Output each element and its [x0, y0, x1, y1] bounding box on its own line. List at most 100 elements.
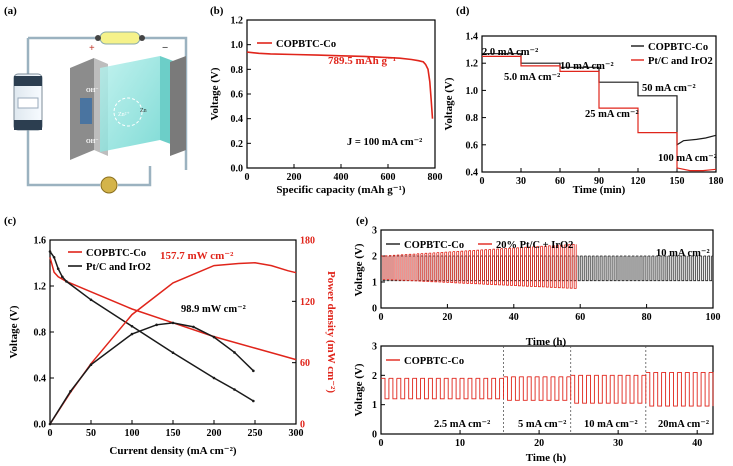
- y-tick-label-et-0: 0: [372, 304, 377, 315]
- series-point-c-3-7: [212, 335, 216, 339]
- series-point-c-1-9: [233, 388, 236, 391]
- y-axis-label-e-top: Voltage (V): [353, 243, 365, 296]
- y-tick-label-b-6: 1.2: [231, 16, 244, 27]
- x-tick-label-b-2: 400: [334, 172, 349, 183]
- series-line-eb-copbtc: [381, 371, 714, 407]
- y2-axis-label-c: Power density (mW cm⁻²): [325, 271, 337, 393]
- legend-label-eb-0: COPBTC-Co: [404, 356, 464, 367]
- y-tick-label-d-4: 1.2: [466, 59, 479, 70]
- battery-schematic: + − OH⁻ OH⁻ Zn²⁺ Zn: [13, 31, 188, 194]
- y-tick-label-et-1: 1: [372, 278, 377, 289]
- x-tick-label-c-0: 0: [48, 428, 53, 439]
- series-line-d-copbtc: [482, 53, 717, 146]
- y-tick-label-eb-3: 3: [372, 342, 377, 353]
- legend-label-b: COPBTC-Co: [276, 39, 336, 50]
- series-point-c-3-3: [130, 332, 134, 336]
- y-tick-label-b-5: 1.0: [231, 40, 244, 51]
- y-tick-label-c-4: 1.6: [34, 236, 47, 247]
- panel-label-a: (a): [4, 5, 17, 17]
- y-tick-label-eb-1: 1: [372, 400, 377, 411]
- legend-label-c-0: COPBTC-Co: [86, 248, 146, 259]
- annotation-peak-ptc: 98.9 mW cm⁻²: [181, 304, 246, 315]
- x-tick-label-c-4: 200: [207, 428, 222, 439]
- step-label-5: 100 mA cm⁻²: [658, 153, 717, 164]
- series-point-c-1-10: [252, 399, 255, 403]
- series-point-c-1-8: [212, 376, 216, 380]
- x-tick-label-eb-2: 20: [534, 438, 544, 449]
- x-tick-label-d-4: 120: [631, 176, 646, 187]
- pump: [100, 176, 118, 194]
- series-point-c-3-8: [233, 351, 236, 354]
- oh-label-2: OH⁻: [86, 139, 99, 145]
- chart-panel-e-top: 0 20 40 60 80 100 0 1 2 3 COPBTC-Co 20% Pt/C + Ir…: [353, 226, 721, 349]
- plus-sign: +: [89, 43, 95, 54]
- legend-label-d-0: COPBTC-Co: [648, 42, 708, 53]
- x-tick-label-c-5: 250: [248, 428, 263, 439]
- x-axis-label-e-bottom: Time (h): [526, 452, 567, 464]
- electrolyte-cell: [100, 56, 160, 152]
- zn2-label: Zn²⁺: [118, 112, 130, 118]
- y-tick-label-b-0: 0.0: [231, 164, 244, 175]
- series-line-c-3: [49, 322, 254, 425]
- y-axis-label-c: Voltage (V): [8, 305, 20, 358]
- annotation-current: J = 100 mA cm⁻²: [347, 137, 422, 148]
- series-point-c-1-0: [48, 250, 52, 253]
- legend-text-b: COPBTC-Co: [276, 39, 336, 50]
- y-tick-label-eb-2: 2: [372, 371, 377, 382]
- y-tick-label-c-3: 1.2: [34, 282, 47, 293]
- x-tick-label-eb-0: 0: [379, 438, 384, 449]
- series-line-et-ptc: [381, 244, 577, 289]
- y-axis-label-b: Voltage (V): [209, 67, 221, 120]
- load-resistor: [99, 31, 141, 45]
- panel-label-d: (d): [456, 5, 470, 17]
- x-tick-label-et-1: 20: [442, 312, 452, 323]
- series-point-c-3-5: [171, 321, 175, 325]
- segment-label-3: 20mA cm⁻²: [658, 419, 709, 430]
- chart-panel-b: 0 200 400 600 800 0.0 0.2 0.4 0.6 0.8 1.0 1.2 COPBT…: [209, 16, 443, 197]
- x-axis-label-b: Specific capacity (mAh g⁻¹): [276, 184, 406, 196]
- y-axis-label-d: Voltage (V): [443, 77, 455, 130]
- segment-label-0: 2.5 mA cm⁻²: [434, 419, 490, 430]
- x-tick-label-et-0: 0: [379, 312, 384, 323]
- oh-label-1: OH⁻: [86, 88, 99, 94]
- series-line-d-ptc: [482, 55, 717, 172]
- legend-label-et-0: COPBTC-Co: [404, 240, 464, 251]
- x-tick-label-b-4: 800: [428, 172, 443, 183]
- step-label-2: 10 mA cm⁻²: [560, 61, 614, 72]
- y-tick-label-d-1: 0.6: [466, 140, 479, 151]
- x-tick-label-b-1: 200: [287, 172, 302, 183]
- step-label-0: 2.0 mA cm⁻²: [482, 47, 538, 58]
- x-tick-label-et-5: 100: [706, 312, 721, 323]
- series-point-c-1-7: [171, 351, 175, 355]
- y-tick-label-eb-0: 0: [372, 430, 377, 441]
- x-axis-label-c: Current density (mA cm⁻²): [109, 445, 236, 457]
- segment-label-2: 10 mA cm⁻²: [584, 419, 638, 430]
- y-tick-label-b-1: 0.2: [231, 139, 244, 150]
- annotation-capacity: 789.5 mAh g⁻¹: [328, 55, 396, 67]
- series-line-c-0: [49, 257, 297, 361]
- minus-sign: −: [162, 42, 168, 54]
- x-tick-label-b-0: 0: [245, 172, 250, 183]
- x-tick-label-et-4: 80: [642, 312, 652, 323]
- y2-tick-label-c-3: 180: [300, 236, 315, 247]
- series-line-b-copbtc: [246, 51, 434, 119]
- y-tick-label-et-3: 3: [372, 226, 377, 237]
- y-tick-label-b-3: 0.6: [231, 90, 244, 101]
- x-tick-label-d-5: 150: [670, 176, 685, 187]
- x-tick-label-c-6: 300: [289, 428, 304, 439]
- series-point-c-1-2: [56, 267, 60, 271]
- series-point-c-1-1: [52, 255, 56, 259]
- y-tick-label-c-2: 0.8: [34, 328, 47, 339]
- series-line-c-2: [49, 262, 297, 425]
- legend-label-d-1: Pt/C and IrO2: [648, 56, 713, 67]
- x-tick-label-d-6: 180: [709, 176, 724, 187]
- series-point-c-1-3: [61, 275, 64, 279]
- y-tick-label-et-2: 2: [372, 252, 377, 263]
- x-axis-label-e-top: Time (h): [526, 336, 567, 348]
- y2-tick-label-c-2: 120: [300, 297, 315, 308]
- zn-label: Zn: [140, 108, 147, 114]
- y-tick-label-d-5: 1.4: [466, 32, 479, 43]
- y-tick-label-b-2: 0.4: [231, 114, 244, 125]
- x-axis-label-d: Time (min): [573, 184, 626, 196]
